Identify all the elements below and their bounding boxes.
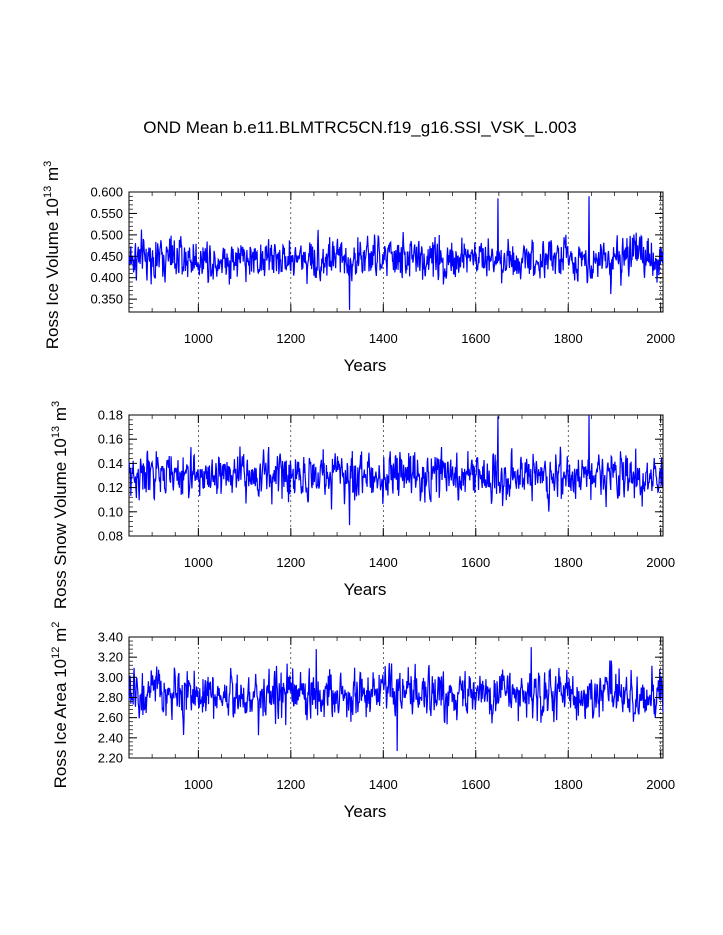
x-axis-label: Years — [344, 356, 387, 375]
y-tick-label: 0.600 — [90, 185, 123, 200]
y-axis-label-main: Ross Snow Volume 10 — [51, 438, 70, 609]
x-tick-label: 1400 — [369, 555, 398, 570]
y-axis-label: Ross Snow Volume 1013 m3 — [50, 401, 70, 609]
series-line-ross-snow-volume — [128, 414, 664, 526]
x-tick-label: 1600 — [461, 331, 490, 346]
x-tick-label: 1000 — [184, 777, 213, 792]
y-tick-label: 0.10 — [98, 504, 123, 519]
panel-1: 0.600 0.550 0.500 0.450 0.400 0.350 1000 1200 14… — [42, 161, 675, 375]
x-tick-label: 1800 — [554, 777, 583, 792]
y-tick-label: 2.20 — [98, 751, 123, 766]
x-tick-label: 2000 — [646, 331, 675, 346]
y-tick-label: 0.12 — [98, 480, 123, 495]
x-tick-label: 2000 — [646, 777, 675, 792]
x-tick-label: 1000 — [184, 555, 213, 570]
y-tick-label: 2.80 — [98, 690, 123, 705]
y-tick-label: 0.14 — [98, 456, 123, 471]
series-line-ross-ice-area — [128, 647, 664, 751]
x-tick-label: 1600 — [461, 555, 490, 570]
y-tick-label: 2.40 — [98, 730, 123, 745]
y-axis-label-unit: m — [51, 628, 70, 647]
y-axis-label-unit-exponent: 3 — [50, 401, 62, 407]
x-tick-label: 1600 — [461, 777, 490, 792]
x-axis-label: Years — [344, 580, 387, 599]
y-tick-label: 3.00 — [98, 670, 123, 685]
x-axis-label: Years — [344, 802, 387, 821]
y-axis-label-exponent: 13 — [42, 186, 54, 198]
y-tick-label: 0.450 — [90, 249, 123, 264]
y-axis-label-unit-exponent: 3 — [42, 161, 54, 167]
x-tick-label: 2000 — [646, 555, 675, 570]
x-tick-label: 1800 — [554, 555, 583, 570]
panel-2: 0.18 0.16 0.14 0.12 0.10 0.08 1000 1200 1400 1600… — [50, 401, 675, 609]
y-axis-label: Ross Ice Volume 1013 m3 — [42, 161, 62, 349]
y-tick-label: 0.550 — [90, 206, 123, 221]
panel-3: 3.40 3.20 3.00 2.80 2.60 2.40 2.20 1000 1200 1400… — [50, 622, 675, 821]
y-tick-label: 2.60 — [98, 710, 123, 725]
y-tick-label: 0.500 — [90, 227, 123, 242]
y-axis-label-exponent: 13 — [50, 426, 62, 438]
y-axis-label: Ross Ice Area 1012 m2 — [50, 622, 70, 789]
x-tick-label: 1400 — [369, 777, 398, 792]
y-tick-label: 0.18 — [98, 408, 123, 423]
x-tick-label: 1200 — [276, 331, 305, 346]
panels: 0.600 0.550 0.500 0.450 0.400 0.350 1000 1200 14… — [42, 161, 675, 821]
y-tick-label: 0.400 — [90, 270, 123, 285]
y-axis-label-main: Ross Ice Volume 10 — [43, 198, 62, 349]
y-axis-label-unit: m — [51, 407, 70, 426]
chart-title: OND Mean b.e11.BLMTRC5CN.f19_g16.SSI_VSK… — [143, 118, 576, 137]
x-tick-label: 1200 — [276, 777, 305, 792]
x-tick-label: 1800 — [554, 331, 583, 346]
y-tick-label: 0.16 — [98, 432, 123, 447]
y-tick-label: 3.20 — [98, 650, 123, 665]
x-tick-label: 1400 — [369, 331, 398, 346]
y-axis-label-unit: m — [43, 167, 62, 186]
y-axis-label-exponent: 12 — [50, 647, 62, 659]
x-tick-label: 1000 — [184, 331, 213, 346]
y-tick-label: 0.350 — [90, 292, 123, 307]
y-axis-label-main: Ross Ice Area 10 — [51, 659, 70, 788]
x-tick-label: 1200 — [276, 555, 305, 570]
y-tick-label: 3.40 — [98, 630, 123, 645]
series-line-ross-ice-volume — [128, 196, 664, 310]
y-axis-label-unit-exponent: 2 — [50, 622, 62, 628]
y-tick-label: 0.08 — [98, 529, 123, 544]
